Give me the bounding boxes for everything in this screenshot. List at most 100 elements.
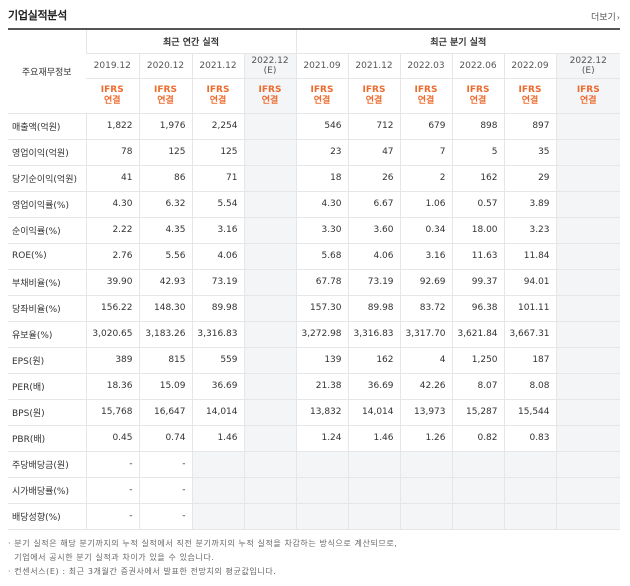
value-cell [555, 425, 621, 452]
value-cell: 559 [191, 347, 244, 374]
value-cell [555, 451, 621, 478]
value-cell: 4 [399, 347, 453, 374]
value-cell: 1.24 [295, 425, 349, 452]
value-cell: 712 [347, 113, 401, 140]
period-header: 2021.09 [295, 53, 349, 79]
row-label: 영업이익률(%) [8, 191, 86, 218]
value-cell: 3.30 [295, 217, 349, 244]
value-cell [243, 165, 297, 192]
value-cell: 89.98 [191, 295, 244, 322]
row-label: 부채비율(%) [8, 269, 86, 296]
period-header: 2021.12 [347, 53, 401, 79]
value-cell [555, 113, 621, 140]
value-cell [295, 477, 349, 504]
period-header: 2022.06 [451, 53, 505, 79]
value-cell: - [138, 451, 192, 478]
annual-group-header: 최근 연간 실적 [85, 29, 297, 54]
value-cell: - [138, 477, 192, 504]
value-cell: 679 [399, 113, 453, 140]
period-label: 2020.12 [146, 60, 185, 71]
period-label: 2022.06 [459, 60, 497, 71]
value-cell: 0.57 [451, 191, 505, 218]
period-label: 2021.12 [199, 60, 237, 71]
value-cell [555, 295, 621, 322]
period-header: 2022.12 (E) [243, 53, 297, 79]
value-cell [555, 503, 621, 530]
value-cell: - [138, 503, 192, 530]
value-cell: 89.98 [347, 295, 401, 322]
value-cell [295, 451, 349, 478]
row-label: 시가배당률(%) [8, 477, 86, 504]
value-cell [555, 399, 621, 426]
value-cell: 3,667.31 [503, 321, 557, 348]
consolidated-tag: 연결 [157, 95, 174, 106]
period-label: 2021.12 [355, 60, 393, 71]
period-label: 2022.12 [251, 55, 289, 66]
accounting-tag: IFRS 연결 [243, 78, 297, 114]
row-label: PBR(배) [8, 425, 86, 452]
footnotes: · 분기 실적은 해당 분기까지의 누적 실적에서 직전 분기까지의 누적 실적… [8, 537, 620, 579]
value-cell: 5.54 [191, 191, 244, 218]
value-cell [191, 451, 244, 478]
row-label: 당좌비율(%) [8, 295, 86, 322]
table-row: ROE(%) 2.76 5.56 4.06 5.68 4.06 3.16 11.63 11.84 [8, 243, 621, 270]
value-cell [243, 347, 297, 374]
consolidated-tag: 연결 [261, 95, 279, 106]
table-row: 부채비율(%) 39.90 42.93 73.19 67.78 73.19 92.69 99.… [8, 269, 621, 296]
ifrs-tag: IFRS [362, 84, 386, 95]
value-cell [243, 217, 297, 244]
value-cell: 35 [503, 139, 557, 166]
value-cell [243, 295, 297, 322]
section-title: 기업실적분석 [8, 9, 67, 22]
value-cell: 16,647 [138, 399, 192, 426]
value-cell: 23 [295, 139, 349, 166]
table-row: PBR(배) 0.45 0.74 1.46 1.24 1.46 1.26 0.82 0.83 [8, 425, 621, 452]
accounting-tag: IFRS 연결 [295, 78, 349, 114]
value-cell [555, 191, 621, 218]
footnote-line: · 분기 실적은 해당 분기까지의 누적 실적에서 직전 분기까지의 누적 실적… [8, 539, 398, 548]
table-row: 영업이익률(%) 4.30 6.32 5.54 4.30 6.67 1.06 0.57 3.89 [8, 191, 621, 218]
consolidated-tag: 연결 [469, 95, 487, 106]
footnote-line: · 컨센서스(E) : 최근 3개월간 증권사에서 발표한 전망치의 평균값입니… [8, 567, 277, 576]
table-row: 당기순이익(억원) 41 86 71 18 26 2 162 29 [8, 165, 621, 192]
value-cell: 3.60 [347, 217, 401, 244]
value-cell: 47 [347, 139, 401, 166]
value-cell: 3.16 [191, 217, 244, 244]
period-label: 2021.09 [303, 60, 341, 71]
chevron-right-icon: › [616, 13, 620, 22]
row-label: 주당배당금(원) [8, 451, 86, 478]
value-cell: 157.30 [295, 295, 349, 322]
table-row: 당좌비율(%) 156.22 148.30 89.98 157.30 89.98 83.72… [8, 295, 621, 322]
ifrs-tag: IFRS [100, 84, 124, 95]
value-cell: 3,020.65 [85, 321, 139, 348]
ifrs-tag: IFRS [414, 84, 438, 95]
value-cell [399, 503, 453, 530]
ifrs-tag: IFRS [206, 84, 230, 95]
value-cell: 148.30 [138, 295, 192, 322]
ifrs-tag: IFRS [154, 84, 177, 95]
value-cell: 4.06 [191, 243, 244, 270]
value-cell [503, 477, 557, 504]
value-cell: 125 [138, 139, 192, 166]
more-link[interactable]: 더보기› [591, 10, 620, 23]
value-cell: 156.22 [85, 295, 139, 322]
period-header: 2022.03 [399, 53, 453, 79]
value-cell: 162 [451, 165, 505, 192]
value-cell: 26 [347, 165, 401, 192]
value-cell: 389 [85, 347, 139, 374]
value-cell [295, 503, 349, 530]
value-cell: 2.76 [85, 243, 139, 270]
row-label: 매출액(억원) [8, 113, 86, 140]
value-cell [347, 503, 401, 530]
value-cell [243, 425, 297, 452]
value-cell [555, 217, 621, 244]
value-cell: 3.16 [399, 243, 453, 270]
value-cell [243, 269, 297, 296]
value-cell: 3.89 [503, 191, 557, 218]
value-cell: 4.30 [85, 191, 139, 218]
value-cell: 162 [347, 347, 401, 374]
value-cell: 73.19 [347, 269, 401, 296]
value-cell: 15.09 [138, 373, 192, 400]
value-cell: 39.90 [85, 269, 139, 296]
row-label: BPS(원) [8, 399, 86, 426]
